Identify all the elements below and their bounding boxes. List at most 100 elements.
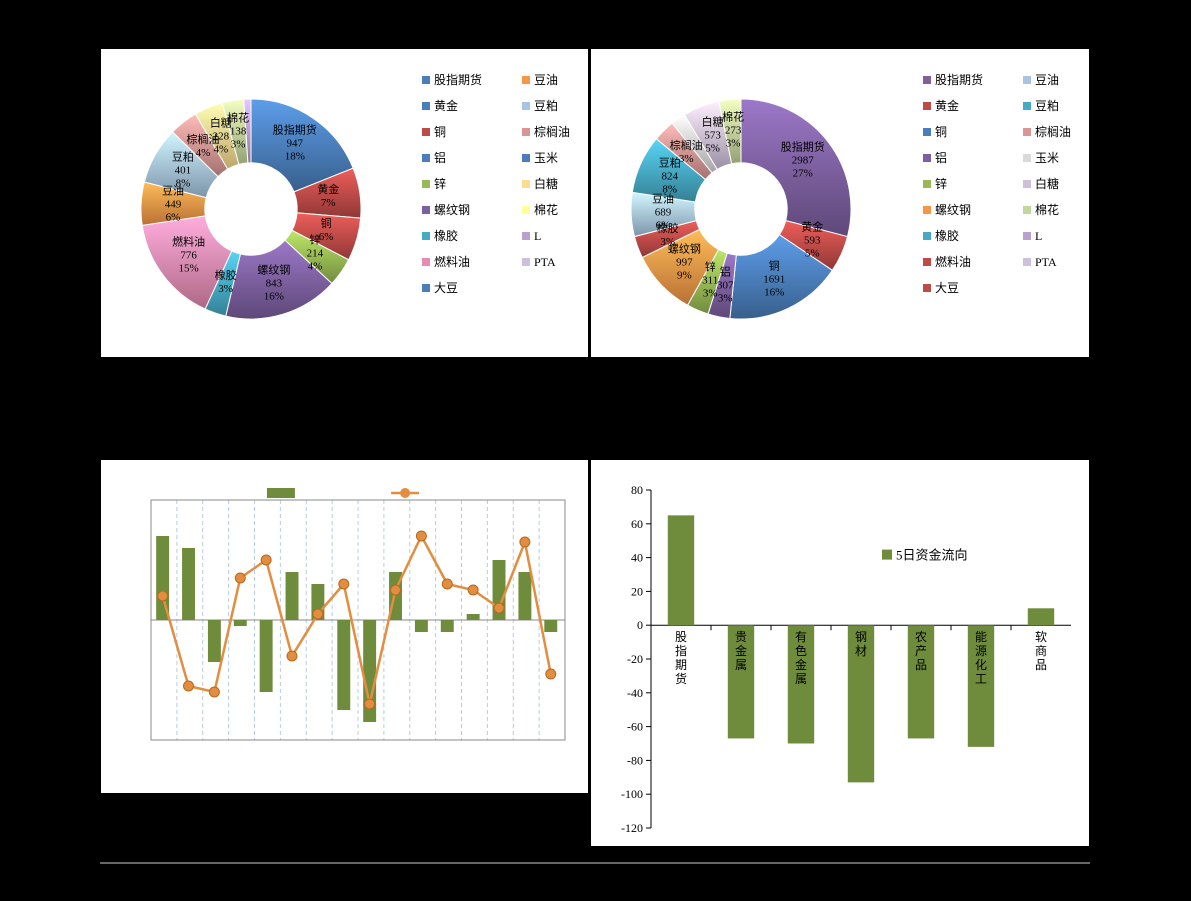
legend-marker [422,232,430,240]
legend-label: PTA [1035,249,1057,275]
legend-marker [522,128,530,136]
header-donut1 [100,0,589,48]
combo-marker [520,537,530,547]
legend-marker [1023,128,1031,136]
legend-item: L [522,223,570,249]
category-label: 钢 [855,630,867,644]
legend-label: 铝 [434,145,446,171]
legend-label: 豆油 [1035,67,1059,93]
category-label: 贵 [735,630,747,644]
bar [1028,608,1054,625]
legend-label: 豆油 [534,67,558,93]
donut2-legend: 股指期货黄金铜铝锌螺纹钢橡胶燃料油大豆豆油豆粕棕榈油玉米白糖棉花LPTA [923,67,1071,301]
slice-label: 螺纹钢84316% [257,264,290,303]
donut2-svg [591,54,891,354]
slice-label: 棉花2733% [722,112,744,151]
legend-marker [422,206,430,214]
combo-marker [546,669,556,679]
y-tick-label: 20 [631,584,643,598]
combo-marker [442,579,452,589]
legend-item: 股指期货 [923,67,983,93]
combo-marker [184,681,194,691]
legend-label: 黄金 [935,93,959,119]
legend-item: 玉米 [1023,145,1071,171]
legend-label: L [1035,223,1042,249]
legend-marker [1023,258,1031,266]
category-label: 货 [675,671,687,686]
combo-bar [467,614,480,620]
donut1-legend: 股指期货黄金铜铝锌螺纹钢橡胶燃料油大豆豆油豆粕棕榈油玉米白糖棉花LPTA [422,67,570,301]
slice-label: 股指期货298727% [781,142,825,181]
slice-label: 燃料油77615% [172,236,205,275]
slice-label: 螺纹钢9979% [668,243,701,282]
legend-marker [1023,206,1031,214]
legend-item: 铜 [923,119,983,145]
legend-label: 铝 [935,145,947,171]
combo-marker [287,651,297,661]
combo-bar [234,620,247,626]
legend-label: 股指期货 [935,67,983,93]
legend-label: 锌 [434,171,446,197]
slice-label: 棉花1383% [227,112,249,151]
category-label: 金 [795,657,807,672]
legend-item: PTA [1023,249,1071,275]
legend-marker [923,232,931,240]
combo-marker [365,699,375,709]
legend-label: 橡胶 [935,223,959,249]
legend-marker [923,76,931,84]
y-tick-label: 0 [637,618,643,632]
legend-label: 玉米 [534,145,558,171]
combo-bar [260,620,273,692]
category-label: 属 [795,672,807,686]
category-label: 工 [975,672,987,686]
legend-marker [1023,180,1031,188]
category-label: 品 [1035,658,1047,672]
legend-marker [522,180,530,188]
legend-marker [522,154,530,162]
combo-bar [544,620,557,632]
legend-item: 燃料油 [422,249,482,275]
y-tick-label: 40 [631,551,643,565]
legend-label: 大豆 [434,275,458,301]
legend-marker [1023,76,1031,84]
combo-marker [494,603,504,613]
category-label: 属 [735,658,747,672]
legend-marker [522,206,530,214]
legend-marker [1023,102,1031,110]
legend-item: 白糖 [1023,171,1071,197]
category-label: 指 [675,643,687,658]
y-tick-label: 80 [631,483,643,497]
category-label: 材 [855,644,867,658]
slice-label: 铜169116% [763,260,785,299]
legend-item: 棉花 [1023,197,1071,223]
combo-marker [235,573,245,583]
combo-bar [441,620,454,632]
combo-bar [286,572,299,620]
legend-item: 燃料油 [923,249,983,275]
legend-marker [422,128,430,136]
category-label: 化 [975,658,987,672]
legend-item: 铝 [422,145,482,171]
slice-label: 锌2144% [307,234,324,273]
y-tick-label: -60 [627,720,643,734]
legend-label: 铜 [935,119,947,145]
slice-label: 棕榈油3% [670,140,703,166]
combo-svg [101,460,590,795]
legend-marker [923,154,931,162]
legend-item: 股指期货 [422,67,482,93]
legend-item: 黄金 [923,93,983,119]
legend-item: 豆粕 [522,93,570,119]
slice-label: 铝3073% [717,266,734,305]
y-tick-label: -40 [627,686,643,700]
legend-item: 锌 [923,171,983,197]
bar-chart: 806040200-20-40-60-80-100-120股指期货贵金属有色金属… [590,459,1090,847]
bottom-rule [100,862,1090,864]
legend-item: 豆油 [1023,67,1071,93]
category-label: 农 [915,630,927,644]
donut1-svg [101,54,401,354]
legend-marker [923,206,931,214]
legend-marker [522,76,530,84]
combo-marker [391,585,401,595]
category-label: 品 [915,658,927,672]
legend-item: 螺纹钢 [422,197,482,223]
